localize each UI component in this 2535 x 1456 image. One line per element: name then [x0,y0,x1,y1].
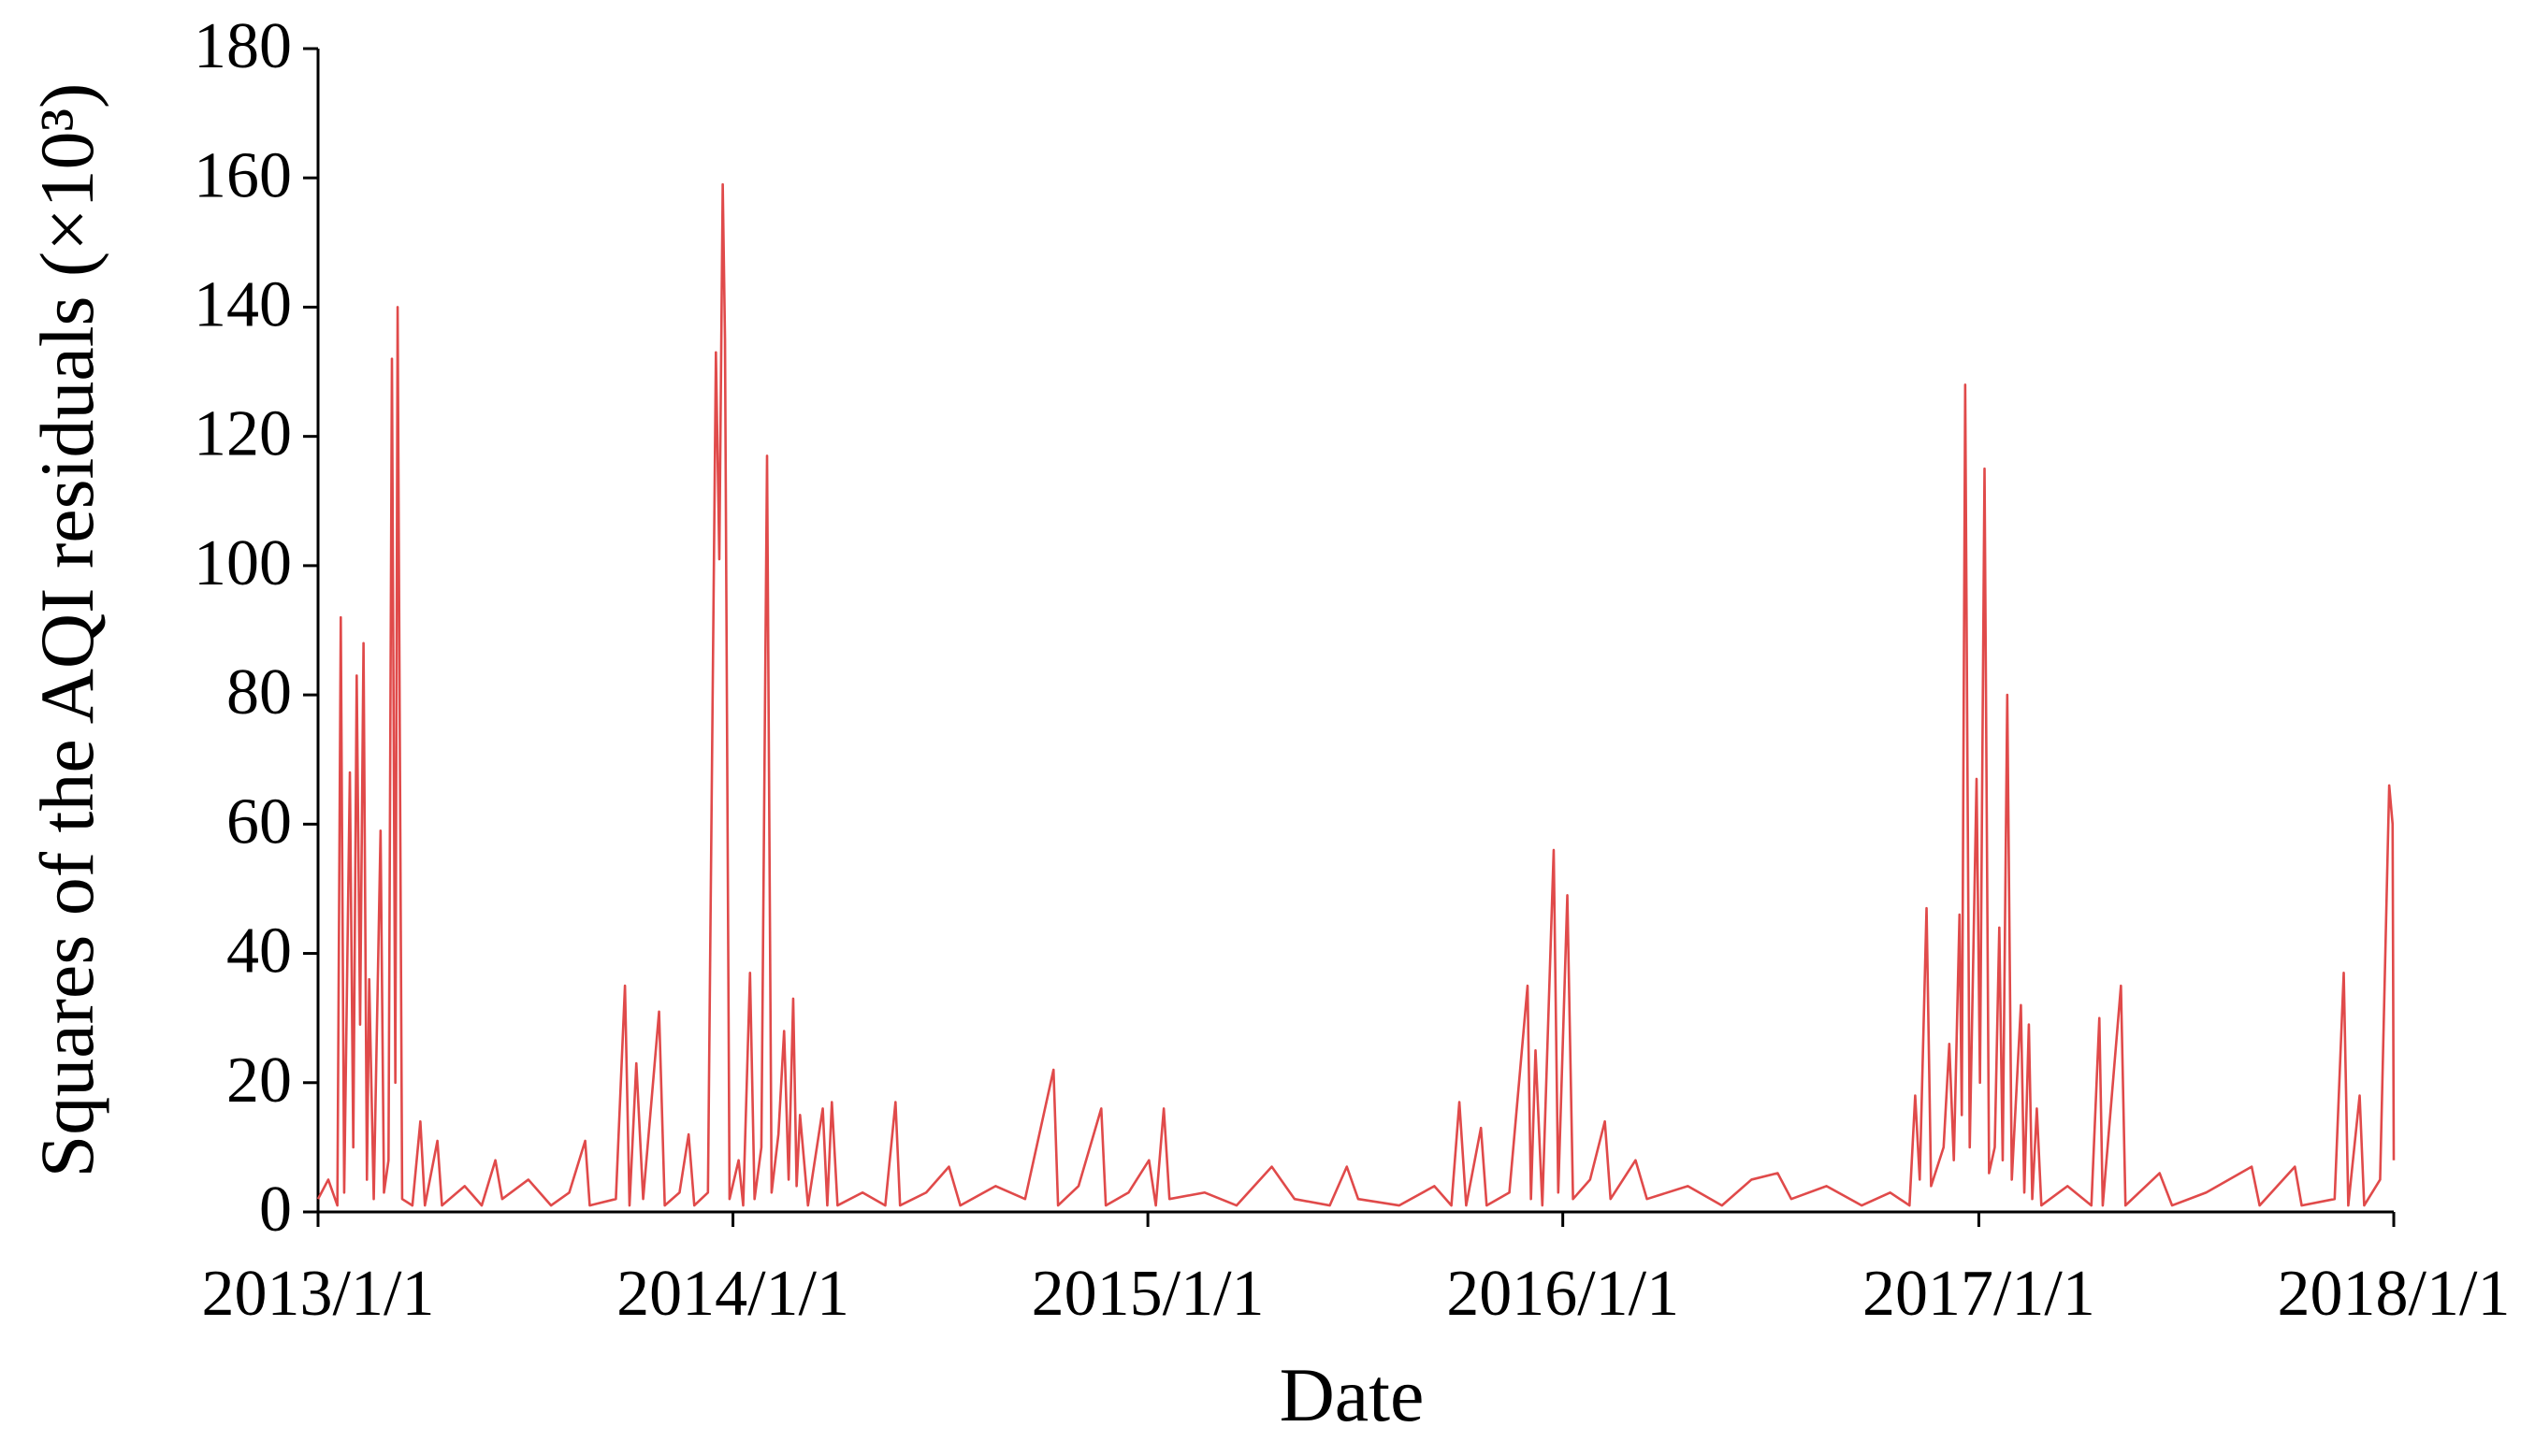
y-tick-label: 80 [226,656,292,728]
y-tick-label: 120 [194,398,292,470]
x-tick-label: 2014/1/1 [616,1258,849,1330]
y-tick-label: 60 [226,786,292,858]
y-tick-label: 40 [226,915,292,987]
x-tick-label: 2016/1/1 [1446,1258,1679,1330]
data-line [316,182,2396,1207]
y-tick-label: 0 [259,1174,292,1246]
y-axis-title: Squares of the AQI residuals (×10³) [24,83,109,1178]
x-tick-label: 2017/1/1 [1862,1258,2095,1330]
x-tick-label: 2015/1/1 [1032,1258,1265,1330]
x-axis-title: Date [1280,1352,1425,1437]
y-tick-label: 100 [194,527,292,599]
y-tick-label: 140 [194,269,292,341]
y-tick-label: 20 [226,1045,292,1117]
y-tick-label: 180 [194,10,292,82]
x-tick-label: 2013/1/1 [202,1258,435,1330]
y-tick-label: 160 [194,139,292,211]
x-tick-label: 2018/1/1 [2278,1258,2511,1330]
